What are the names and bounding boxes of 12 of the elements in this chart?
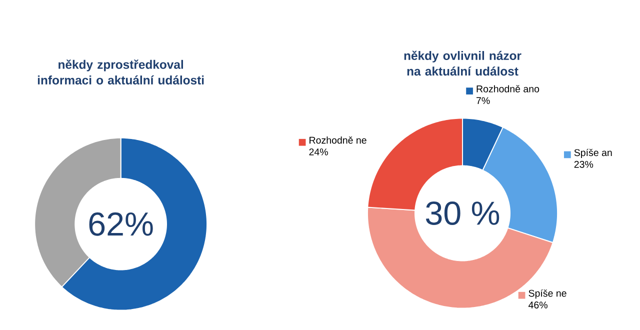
text: 62% (89, 212, 153, 236)
data-label: 7% (476, 97, 490, 104)
text: 30 % (426, 201, 500, 225)
legend-label: Rozhodně ne (310, 136, 366, 144)
legend-label: Spíše an (574, 148, 612, 158)
chart-title: někdy zprostředkoval informaci o aktuální události (38, 60, 204, 84)
chart-title: někdy ovlivnil názor na aktuální událost (404, 50, 522, 76)
legend-label: Rozhodně ano (476, 85, 540, 92)
data-label: 23% (574, 160, 594, 168)
data-label: 24% (309, 148, 328, 156)
legend-label: Spíše ne (528, 289, 566, 299)
data-label: 46% (528, 301, 548, 308)
